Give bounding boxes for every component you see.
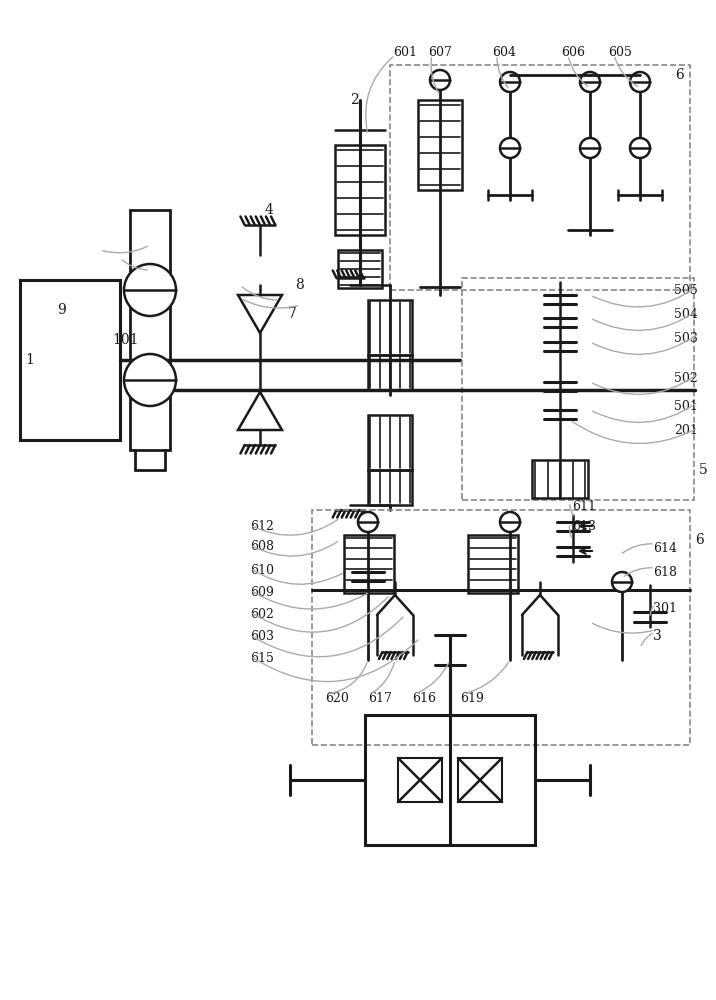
Text: 2: 2 — [350, 93, 359, 107]
Text: 601: 601 — [393, 46, 417, 60]
Circle shape — [500, 138, 520, 158]
Bar — [338, 250, 382, 288]
Text: 6: 6 — [675, 68, 684, 82]
Text: 608: 608 — [250, 540, 274, 554]
Bar — [368, 355, 412, 390]
Bar — [344, 535, 394, 593]
Text: 606: 606 — [561, 46, 585, 60]
Polygon shape — [238, 392, 282, 430]
Bar — [462, 278, 694, 500]
Bar — [335, 145, 385, 235]
Text: 8: 8 — [295, 278, 304, 292]
Text: 503: 503 — [674, 332, 698, 344]
Text: 502: 502 — [674, 371, 698, 384]
Text: 4: 4 — [265, 203, 274, 217]
Text: 9: 9 — [57, 303, 66, 317]
Circle shape — [358, 512, 378, 532]
Circle shape — [430, 70, 450, 90]
Polygon shape — [238, 295, 282, 333]
Text: 617: 617 — [368, 692, 392, 704]
Text: 616: 616 — [412, 692, 436, 704]
Text: 620: 620 — [325, 692, 349, 704]
Text: 614: 614 — [653, 542, 677, 554]
Circle shape — [630, 138, 650, 158]
Text: 602: 602 — [250, 608, 274, 621]
Text: 619: 619 — [460, 692, 484, 704]
Bar — [312, 510, 690, 745]
Circle shape — [612, 572, 632, 592]
Text: 7: 7 — [288, 307, 297, 321]
Bar — [418, 100, 462, 190]
Bar — [398, 758, 442, 802]
Text: 604: 604 — [492, 46, 516, 60]
Bar — [130, 210, 170, 450]
Text: 605: 605 — [608, 46, 632, 60]
Bar — [368, 300, 412, 355]
Circle shape — [500, 512, 520, 532]
Text: 6: 6 — [695, 533, 704, 547]
Text: 611: 611 — [572, 499, 596, 512]
Text: 301: 301 — [653, 601, 677, 614]
Circle shape — [500, 72, 520, 92]
Text: 101: 101 — [112, 333, 138, 347]
Circle shape — [124, 354, 176, 406]
Circle shape — [124, 264, 176, 316]
Text: 609: 609 — [250, 586, 274, 599]
Text: 618: 618 — [653, 566, 677, 578]
Text: 3: 3 — [653, 629, 662, 643]
Text: 501: 501 — [674, 399, 698, 412]
Bar — [468, 535, 518, 593]
Bar — [20, 280, 120, 440]
Text: 5: 5 — [699, 463, 707, 477]
Text: 1: 1 — [25, 353, 34, 367]
Text: 505: 505 — [674, 284, 698, 296]
Text: 613: 613 — [572, 520, 596, 534]
Text: 607: 607 — [428, 46, 452, 60]
Bar — [368, 415, 412, 470]
Text: 603: 603 — [250, 631, 274, 644]
Circle shape — [580, 138, 600, 158]
Circle shape — [580, 72, 600, 92]
Bar — [368, 470, 412, 505]
Text: 201: 201 — [674, 424, 698, 436]
Bar — [390, 65, 690, 290]
Text: 610: 610 — [250, 564, 274, 576]
Bar — [365, 715, 535, 845]
Text: 615: 615 — [250, 652, 274, 664]
Circle shape — [630, 72, 650, 92]
Bar — [532, 460, 588, 498]
Bar — [458, 758, 502, 802]
Text: 612: 612 — [250, 520, 274, 534]
Text: 504: 504 — [674, 308, 698, 320]
